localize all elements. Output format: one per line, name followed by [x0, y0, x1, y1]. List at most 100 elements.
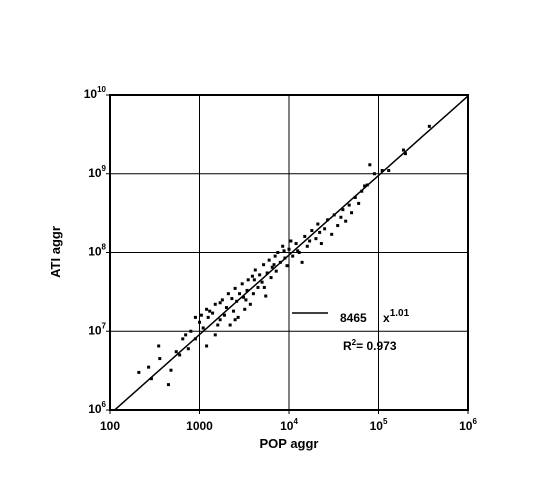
point	[357, 201, 361, 205]
point	[251, 292, 255, 296]
y-tick-label: 107	[88, 321, 106, 337]
point	[189, 329, 193, 333]
plot-frame	[109, 94, 469, 411]
point	[181, 337, 185, 341]
point	[213, 302, 217, 306]
y-tick-label-power: 9	[102, 164, 107, 173]
x-tick-label-power: 5	[383, 417, 388, 426]
point	[363, 184, 367, 188]
fit-coefficient: 8465	[340, 311, 367, 325]
x-tick-label: 104	[280, 417, 298, 433]
point	[300, 260, 304, 264]
point	[226, 292, 230, 296]
x-tick-label-base: 10	[370, 419, 384, 433]
point	[232, 309, 236, 313]
point	[241, 295, 245, 299]
point	[157, 344, 161, 348]
point	[218, 318, 222, 322]
point	[285, 264, 289, 268]
point	[332, 213, 336, 217]
point	[201, 326, 205, 330]
y-tick-label-power: 6	[102, 400, 107, 409]
point	[137, 370, 141, 374]
y-tick-label-base: 10	[84, 87, 98, 101]
point	[308, 239, 312, 243]
point	[178, 353, 182, 357]
point	[387, 168, 391, 172]
x-tick-label-power: 4	[293, 417, 298, 426]
point	[330, 232, 334, 236]
point	[260, 280, 264, 284]
point	[248, 302, 252, 306]
point	[270, 265, 274, 269]
point	[213, 333, 217, 337]
point	[211, 311, 215, 315]
point	[184, 333, 188, 337]
point	[278, 260, 282, 264]
point	[344, 219, 348, 223]
y-tick-label-power: 10	[97, 85, 106, 94]
fit-variable: x	[383, 311, 390, 325]
y-tick-label: 109	[88, 164, 106, 180]
point	[403, 152, 407, 156]
point	[186, 347, 190, 351]
point	[305, 244, 309, 248]
point	[273, 254, 277, 258]
point	[193, 315, 197, 319]
x-tick-label-base: 10	[459, 419, 473, 433]
r2-text: = 0.973	[356, 339, 397, 353]
r2-symbol: R	[343, 339, 352, 353]
point	[236, 315, 240, 319]
point	[222, 313, 226, 317]
point	[303, 234, 307, 238]
x-tick-label-base: 10	[280, 419, 294, 433]
point	[166, 383, 170, 387]
point	[256, 285, 260, 289]
point	[401, 148, 405, 152]
y-axis-label: ATI aggr	[48, 226, 63, 278]
fit-exponent: 1.01	[390, 308, 410, 319]
point	[206, 315, 210, 319]
point	[316, 222, 320, 226]
point	[193, 337, 197, 341]
point	[368, 163, 372, 167]
x-tick-label: 100	[100, 419, 120, 433]
y-tick-label: 106	[88, 400, 106, 416]
y-tick-label-base: 10	[88, 323, 102, 337]
point	[269, 276, 273, 280]
x-axis-label: POP aggr	[259, 436, 318, 451]
point	[147, 365, 151, 369]
x-tick-label: 105	[370, 417, 388, 433]
y-tick-label-base: 10	[88, 402, 102, 416]
point	[323, 227, 327, 231]
point	[208, 309, 212, 313]
point	[267, 258, 271, 262]
point	[218, 301, 222, 305]
point	[228, 323, 232, 327]
point	[347, 203, 351, 207]
point	[199, 313, 203, 317]
point	[360, 189, 364, 193]
point	[233, 286, 237, 290]
point	[245, 288, 249, 292]
point	[296, 249, 300, 253]
x-tick-label: 1000	[186, 419, 213, 433]
point	[314, 237, 318, 241]
point	[169, 368, 173, 372]
point	[264, 294, 268, 298]
y-tick-label-base: 10	[88, 166, 102, 180]
point	[282, 249, 286, 253]
point	[283, 256, 287, 260]
point	[262, 263, 266, 267]
point	[318, 230, 322, 234]
point	[252, 278, 256, 282]
point	[238, 292, 242, 296]
y-tick-label: 108	[88, 243, 106, 259]
point	[246, 278, 250, 282]
point	[198, 320, 201, 324]
point	[336, 224, 340, 228]
point	[174, 350, 178, 354]
